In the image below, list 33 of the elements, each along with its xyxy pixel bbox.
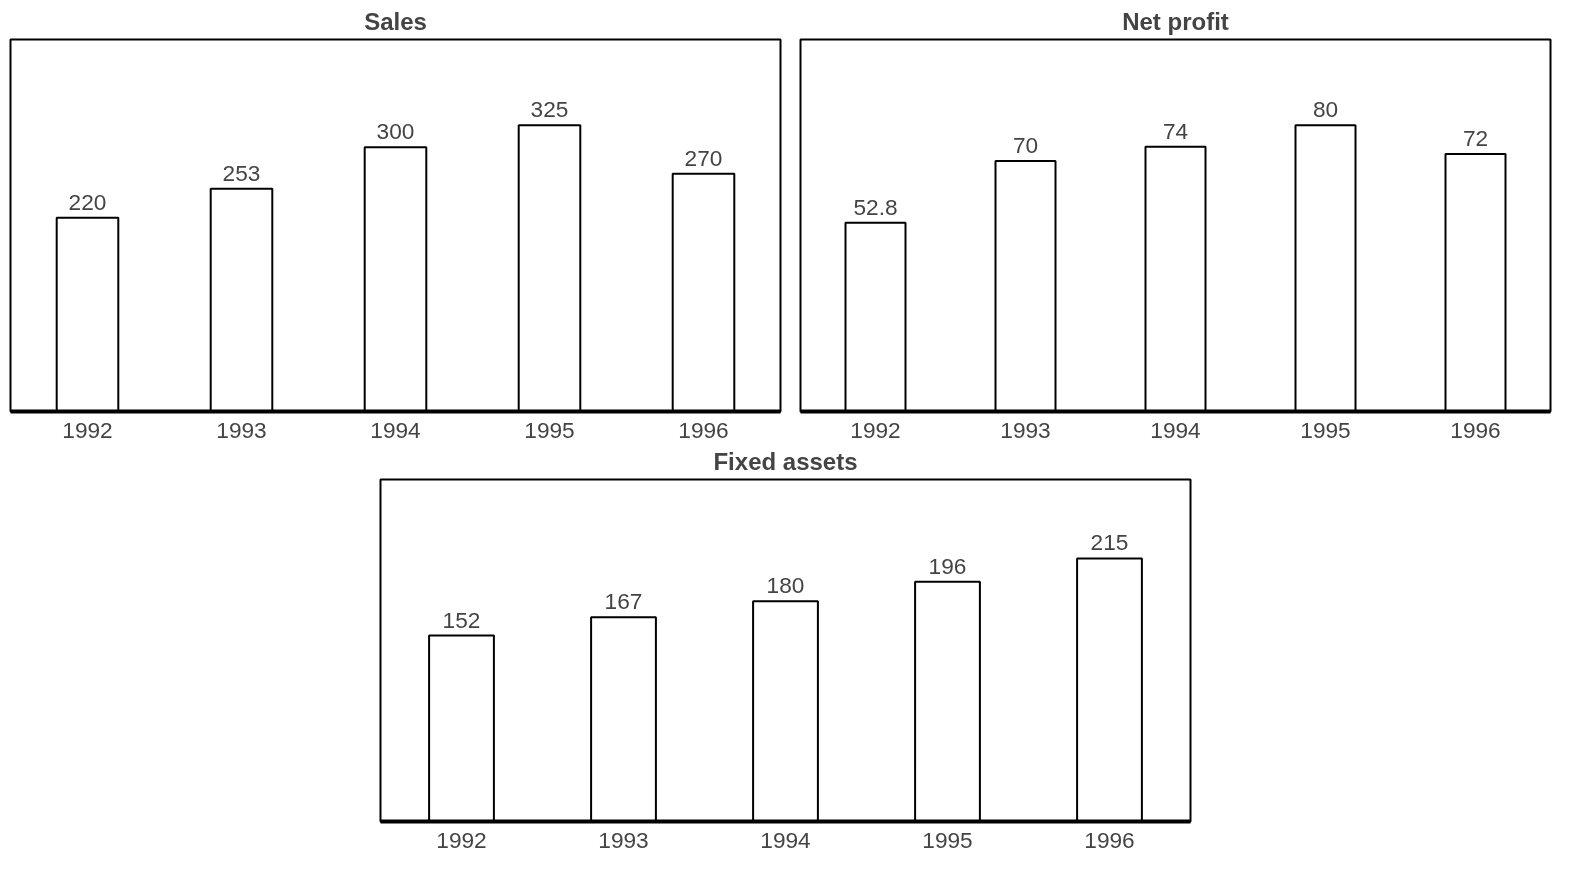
data-label: 80 [1312,96,1339,123]
data-label: 220 [68,188,107,215]
x-tick-label: 1994 [370,416,421,443]
chart-title: Sales [364,7,427,35]
chart-title: Fixed assets [713,447,858,475]
data-label: 52.8 [853,193,898,220]
x-tick-label: 1995 [1300,416,1351,443]
data-label: 180 [766,572,805,599]
data-label: 253 [222,159,261,186]
data-label: 70 [1012,132,1039,159]
x-tick-label: 1993 [216,416,267,443]
x-tick-label: 1994 [1150,416,1201,443]
data-label: 215 [1090,529,1129,556]
data-label: 152 [442,606,481,633]
data-label: 270 [684,144,723,171]
x-tick-label: 1993 [1000,416,1051,443]
data-label: 196 [928,552,967,579]
x-tick-label: 1996 [1084,826,1135,853]
x-tick-label: 1993 [598,826,649,853]
data-label: 74 [1162,117,1189,144]
data-label: 167 [604,588,643,615]
x-tick-label: 1992 [850,416,901,443]
data-label: 72 [1462,124,1489,151]
x-tick-label: 1996 [678,416,729,443]
data-label: 300 [376,118,415,145]
x-tick-label: 1994 [760,826,811,853]
x-tick-label: 1996 [1450,416,1501,443]
chart-title: Net profit [1122,7,1229,35]
data-label: 325 [530,96,569,123]
x-tick-label: 1992 [62,416,113,443]
x-tick-label: 1995 [524,416,575,443]
x-tick-label: 1992 [436,826,487,853]
x-tick-label: 1995 [922,826,973,853]
